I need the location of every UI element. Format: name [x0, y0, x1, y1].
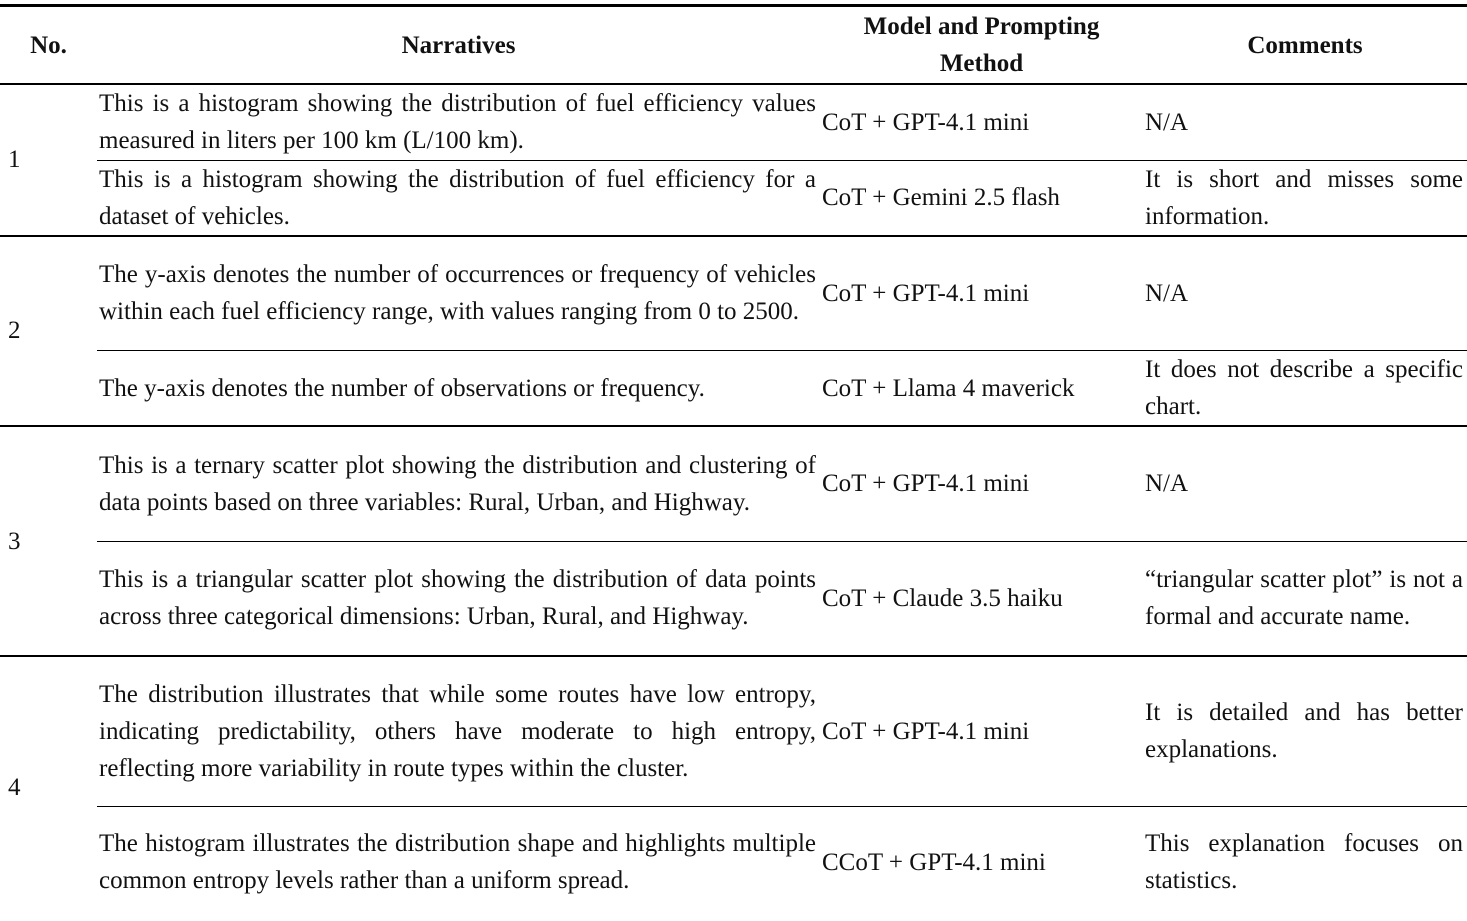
model-method: CoT + GPT-4.1 mini [820, 425, 1143, 541]
row-number: 3 [0, 425, 97, 656]
table-row: 2 The y-axis denotes the number of occurr… [0, 234, 1467, 426]
comment: It does not describe a specific chart. [1143, 350, 1467, 426]
comment: N/A [1143, 83, 1467, 160]
model-method: CoT + GPT-4.1 mini [820, 655, 1143, 806]
column-header: Narratives [97, 5, 820, 85]
narrative: This is a triangular scatter plot showin… [97, 540, 820, 656]
model-method: CCoT + GPT-4.1 mini [820, 805, 1143, 918]
model-method: CoT + Claude 3.5 haiku [820, 540, 1143, 656]
model-method: CoT + GPT-4.1 mini [820, 83, 1143, 160]
narrative: This is a ternary scatter plot showing t… [97, 425, 820, 541]
table-row: This is a triangular scatter plot showin… [0, 540, 1467, 656]
header-row: No. Narratives Model and Prompting Method C… [0, 5, 1467, 85]
comment: “triangular scatter plot” is not a forma… [1143, 540, 1467, 656]
column-header: No. [0, 5, 97, 85]
column-header: Comments [1143, 5, 1467, 85]
model-method: CoT + Llama 4 maverick [820, 350, 1143, 426]
comment: It is short and misses some information. [1143, 159, 1467, 236]
row-number: 1 [0, 83, 97, 236]
column-header: Model and Prompting Method [820, 5, 1143, 85]
row-number: 2 [0, 234, 97, 426]
narrative: The distribution illustrates that while … [97, 655, 820, 806]
narrative: The histogram illustrates the distributi… [97, 805, 820, 918]
results-table: No. Narratives Model and Prompting Method C… [0, 4, 1467, 918]
row-number: 4 [0, 655, 97, 918]
comment: N/A [1143, 234, 1467, 351]
narrative: The y-axis denotes the number of occurre… [97, 234, 820, 351]
model-method: CoT + Gemini 2.5 flash [820, 159, 1143, 236]
comment: It is detailed and has better explanatio… [1143, 655, 1467, 806]
comment: N/A [1143, 425, 1467, 541]
page: No. Narratives Model and Prompting Method C… [0, 4, 1467, 921]
table-body: 1 This is a histogram showing the distrib… [0, 83, 1467, 918]
comment: This explanation focuses on statistics. [1143, 805, 1467, 918]
model-method: CoT + GPT-4.1 mini [820, 234, 1143, 351]
narrative: This is a histogram showing the distribu… [97, 83, 820, 160]
table-row: 4 The distribution illustrates that while… [0, 655, 1467, 918]
table-row: The histogram illustrates the distributi… [0, 805, 1467, 918]
narrative: The y-axis denotes the number of observa… [97, 350, 820, 426]
table-row: This is a histogram showing the distribu… [0, 159, 1467, 236]
table-row: 1 This is a histogram showing the distrib… [0, 83, 1467, 236]
table-row: 3 This is a ternary scatter plot showing … [0, 425, 1467, 656]
narrative: This is a histogram showing the distribu… [97, 159, 820, 236]
table-row: The y-axis denotes the number of observa… [0, 350, 1467, 426]
